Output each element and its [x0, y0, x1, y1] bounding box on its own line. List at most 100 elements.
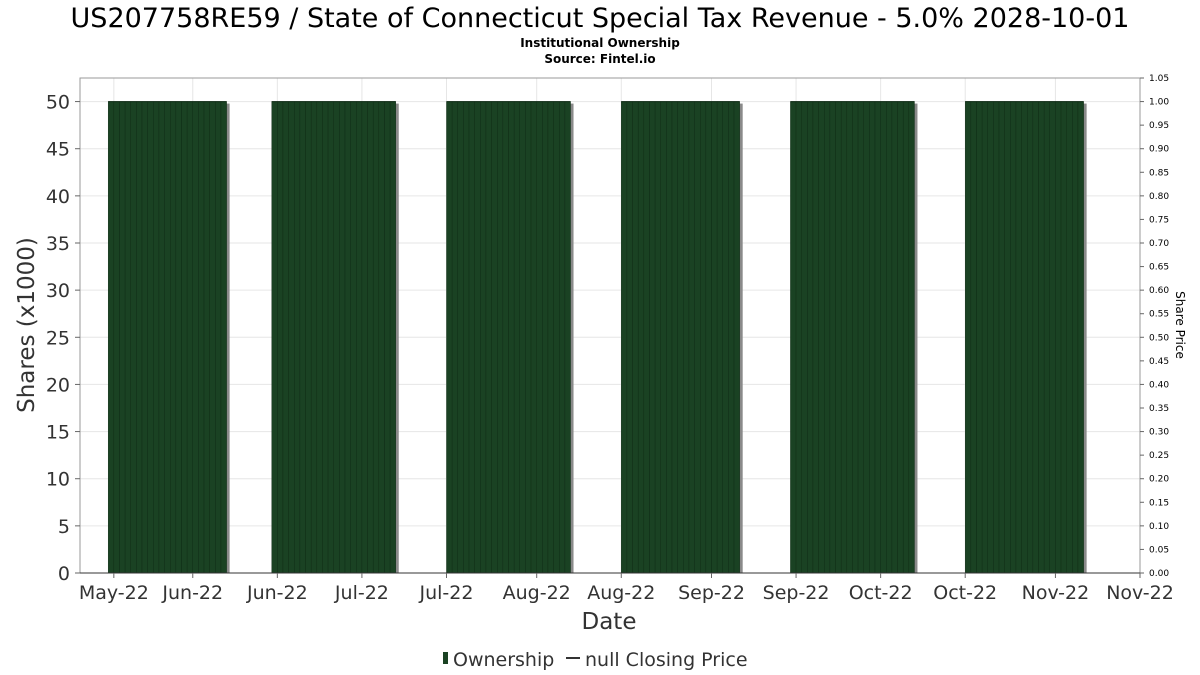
ownership-bar	[220, 101, 227, 574]
ownership-bar	[857, 101, 864, 574]
ownership-bar	[508, 101, 515, 574]
ownership-bar	[812, 101, 819, 574]
ownership-bar	[840, 101, 848, 574]
ownership-bar	[1060, 101, 1067, 574]
y-axis-label: Shares (x1000)	[14, 237, 40, 413]
ownership-bar	[446, 101, 453, 574]
legend-ownership-label: Ownership	[453, 649, 554, 671]
plot-area	[80, 78, 1140, 573]
x-tick-label: Aug-22	[503, 582, 571, 604]
ownership-bar	[733, 101, 740, 574]
ownership-bar	[181, 101, 188, 574]
ownership-bar	[497, 101, 504, 574]
ownership-bar	[801, 101, 808, 574]
ownership-bar	[728, 101, 735, 574]
ownership-bar	[530, 101, 537, 574]
ownership-bar	[491, 101, 498, 574]
ownership-bar	[350, 101, 357, 574]
ownership-bar	[807, 101, 814, 574]
ownership-bar	[288, 101, 295, 574]
ownership-bar	[372, 101, 380, 574]
x-tick-label: Jun-22	[246, 582, 308, 604]
y2-tick-label: 0.50	[1149, 333, 1169, 343]
ownership-bar	[356, 101, 363, 574]
ownership-period-0	[107, 101, 230, 574]
ownership-bar	[688, 101, 695, 574]
ownership-bar	[835, 101, 842, 574]
ownership-bar	[874, 101, 881, 574]
ownership-bar	[987, 101, 994, 574]
ownership-bar	[677, 101, 684, 574]
ownership-bar	[880, 101, 887, 574]
ownership-bar	[468, 101, 475, 574]
y2-tick-label: 0.70	[1149, 239, 1169, 249]
ownership-bar	[457, 101, 464, 574]
ownership-bar	[130, 101, 137, 574]
ownership-bar	[818, 101, 825, 574]
y2-tick-label: 0.90	[1149, 145, 1169, 155]
ownership-bar	[310, 101, 318, 574]
ownership-bar	[333, 101, 340, 574]
x-tick-label: Sep-22	[678, 582, 745, 604]
ownership-bar	[632, 101, 639, 574]
ownership-bar	[463, 101, 470, 574]
y-tick-label: 40	[46, 186, 70, 208]
ownership-bar	[621, 101, 628, 574]
ownership-bar	[384, 101, 391, 574]
y2-tick-label: 1.00	[1149, 98, 1169, 108]
ownership-bar	[643, 101, 650, 574]
ownership-bar	[660, 101, 667, 574]
ownership-bar	[502, 101, 509, 574]
ownership-bar	[316, 101, 323, 574]
chart-subtitle-line-1: Institutional Ownership	[520, 36, 680, 50]
ownership-bar	[559, 101, 566, 574]
x-axis-ticks: May-22 Jun-22 Jun-22 Jul-22 Jul-22 Aug-22 Aug-…	[79, 573, 1174, 604]
ownership-bar	[716, 101, 723, 574]
ownership-bar	[164, 101, 171, 574]
legend: Ownership null Closing Price	[443, 649, 748, 671]
ownership-bar	[666, 101, 673, 574]
y2-tick-label: 0.40	[1149, 380, 1169, 390]
y-tick-label: 10	[46, 469, 70, 491]
ownership-bar	[327, 101, 334, 574]
y2-tick-label: 0.60	[1149, 286, 1169, 296]
y-tick-label: 0	[58, 563, 70, 585]
ownership-bar	[136, 101, 143, 574]
ownership-bar	[863, 101, 870, 574]
ownership-period-2	[446, 101, 574, 574]
chart-subtitle-line-2: Source: Fintel.io	[544, 52, 655, 66]
ownership-bar	[1015, 101, 1022, 574]
ownership-bar	[474, 101, 481, 574]
ownership-bar	[305, 101, 312, 574]
ownership-bar	[795, 101, 802, 574]
y-axis-ticks: 0 5 10 15 20 25 30 35 40 45 50	[46, 92, 80, 585]
ownership-bar	[147, 101, 154, 574]
y2-axis-label: Share Price	[1173, 291, 1187, 359]
y2-axis-ticks: 0.00 0.05 0.10 0.15 0.20 0.25 0.30 0.35 0.40 0.45…	[1140, 74, 1169, 579]
ownership-bar	[1066, 101, 1073, 574]
ownership-bar	[553, 101, 560, 574]
y-tick-label: 25	[46, 327, 70, 349]
x-tick-label: Nov-22	[1022, 582, 1090, 604]
ownership-bar	[339, 101, 346, 574]
x-axis-label: Date	[582, 609, 637, 635]
ownership-bar	[322, 101, 329, 574]
ownership-bar	[683, 101, 690, 574]
ownership-bar	[175, 101, 182, 574]
ownership-bar	[824, 101, 831, 574]
y2-tick-label: 0.15	[1149, 498, 1169, 508]
ownership-period-1	[271, 101, 399, 574]
x-tick-label: Sep-22	[763, 582, 830, 604]
ownership-bar	[998, 101, 1005, 574]
ownership-bar	[700, 101, 707, 574]
y2-tick-label: 0.80	[1149, 192, 1169, 202]
ownership-bar	[203, 101, 210, 574]
y2-tick-label: 0.75	[1149, 215, 1169, 225]
ownership-bar	[671, 101, 678, 574]
y2-tick-label: 1.05	[1149, 74, 1169, 84]
ownership-bar	[902, 101, 910, 574]
ownership-bar	[869, 101, 876, 574]
ownership-bar	[271, 101, 278, 574]
ownership-bar	[547, 101, 554, 574]
